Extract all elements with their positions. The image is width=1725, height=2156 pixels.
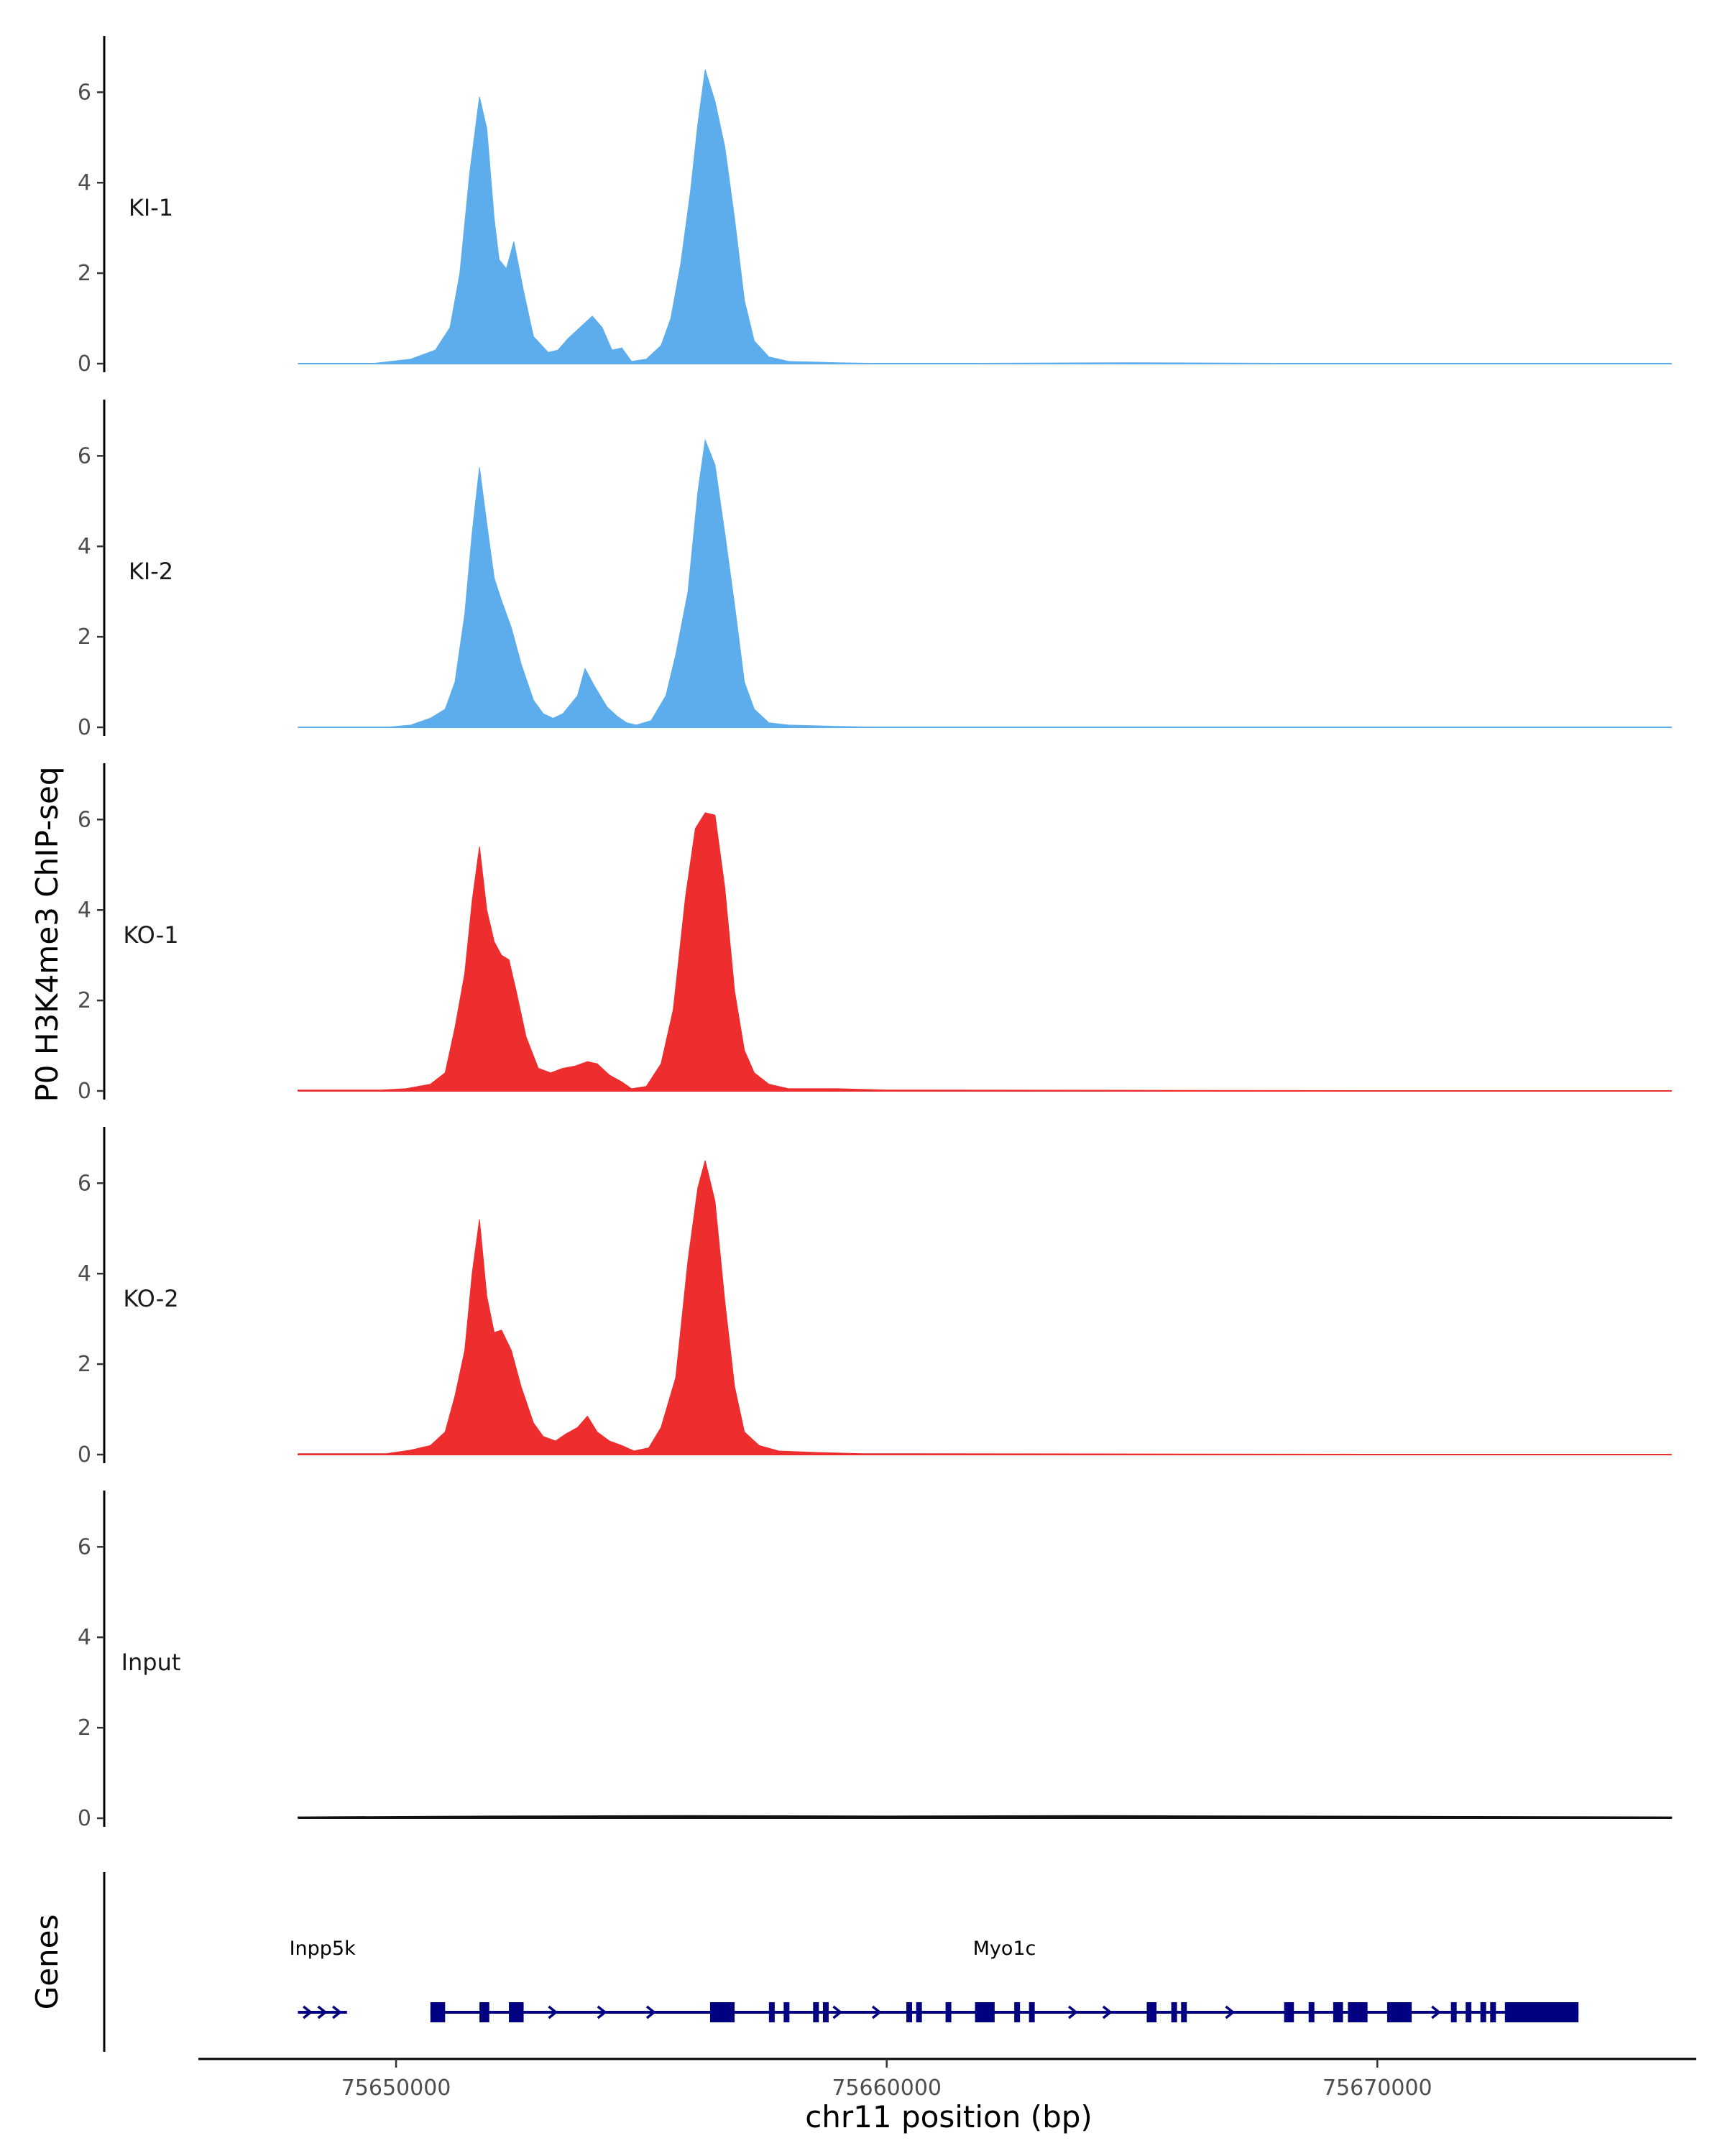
strand-arrow bbox=[548, 2005, 558, 2019]
exon bbox=[709, 2002, 735, 2022]
exon bbox=[1348, 2002, 1368, 2022]
track-input: 0 2 4 6 Input bbox=[78, 1491, 1673, 1831]
y-tick-label: 0 bbox=[78, 351, 91, 377]
exon bbox=[906, 2002, 912, 2022]
y-tick-label: 2 bbox=[78, 1715, 91, 1741]
strand-arrow bbox=[332, 2005, 342, 2019]
exon bbox=[822, 2002, 829, 2022]
x-tick-label: 75650000 bbox=[341, 2076, 451, 2101]
exon bbox=[813, 2002, 819, 2022]
y-tick-label: 0 bbox=[78, 1806, 91, 1831]
y-tick-label: 6 bbox=[78, 443, 91, 469]
strand-arrow bbox=[1225, 2005, 1236, 2019]
x-tick-label: 75660000 bbox=[832, 2076, 942, 2101]
exon bbox=[1029, 2002, 1035, 2022]
tracks-layer: 0 2 4 6 KI-1 0 2 4 6 KI-2 0 2 4 6 KO-1 0 2 4 6 KO-2 0 2 4 6 Inpu… bbox=[78, 36, 1673, 1831]
x-tick-label: 75670000 bbox=[1322, 2076, 1432, 2101]
exon bbox=[1284, 2002, 1294, 2022]
exon bbox=[1450, 2002, 1457, 2022]
track-ko-1: 0 2 4 6 KO-1 bbox=[78, 763, 1672, 1104]
gene-label-inpp5k: Inpp5k bbox=[290, 1938, 356, 1960]
exon bbox=[1466, 2002, 1472, 2022]
exon bbox=[1181, 2002, 1187, 2022]
strand-arrow bbox=[645, 2005, 656, 2019]
y-tick-label: 4 bbox=[78, 170, 91, 195]
y-tick-label: 0 bbox=[78, 1079, 91, 1104]
strand-arrow bbox=[317, 2005, 328, 2019]
strand-arrow bbox=[1102, 2005, 1113, 2019]
y-tick-label: 4 bbox=[78, 1261, 91, 1286]
strand-arrow bbox=[1067, 2005, 1078, 2019]
track-label: KI-1 bbox=[129, 194, 173, 221]
y-axis-title: P0 H3K4me3 ChIP-seq bbox=[29, 766, 65, 1102]
exon bbox=[1171, 2002, 1177, 2022]
y-tick-label: 2 bbox=[78, 261, 91, 286]
y-tick-label: 6 bbox=[78, 807, 91, 832]
genes-track-label: Genes bbox=[29, 1915, 65, 2010]
track-ko-2: 0 2 4 6 KO-2 bbox=[78, 1127, 1672, 1468]
strand-arrow bbox=[1431, 2005, 1442, 2019]
strand-arrow bbox=[597, 2005, 607, 2019]
y-tick-label: 4 bbox=[78, 898, 91, 923]
y-tick-label: 6 bbox=[78, 80, 91, 105]
strand-arrow bbox=[871, 2005, 882, 2019]
signal-area bbox=[298, 1160, 1672, 1455]
gene-label-myo1c: Myo1c bbox=[973, 1938, 1036, 1960]
y-tick-label: 4 bbox=[78, 534, 91, 559]
exon bbox=[430, 2002, 446, 2022]
track-ki-2: 0 2 4 6 KI-2 bbox=[78, 400, 1672, 740]
track-label: Input bbox=[121, 1649, 181, 1676]
track-label: KI-2 bbox=[129, 558, 173, 585]
genes-layer: Genes Inpp5k Myo1c bbox=[29, 1872, 1579, 2052]
x-axis-title: chr11 position (bp) bbox=[805, 2099, 1092, 2134]
exon bbox=[945, 2002, 952, 2022]
y-tick-label: 2 bbox=[78, 1352, 91, 1377]
exon bbox=[768, 2002, 775, 2022]
signal-area bbox=[298, 69, 1672, 364]
y-tick-label: 6 bbox=[78, 1171, 91, 1196]
exon bbox=[1308, 2002, 1315, 2022]
exon bbox=[1504, 2002, 1579, 2022]
strand-arrow bbox=[303, 2005, 313, 2019]
y-tick-label: 6 bbox=[78, 1534, 91, 1560]
exon bbox=[1146, 2002, 1157, 2022]
signal-area bbox=[298, 812, 1672, 1092]
y-tick-label: 4 bbox=[78, 1625, 91, 1650]
y-tick-label: 2 bbox=[78, 988, 91, 1013]
exon bbox=[509, 2002, 524, 2022]
y-tick-label: 0 bbox=[78, 1442, 91, 1468]
exon bbox=[479, 2002, 489, 2022]
signal-area bbox=[298, 438, 1672, 728]
exon bbox=[1480, 2002, 1486, 2022]
x-axis: 75650000 75660000 75670000 bbox=[198, 2058, 1696, 2101]
track-ki-1: 0 2 4 6 KI-1 bbox=[78, 36, 1672, 377]
strand-arrow bbox=[832, 2005, 843, 2019]
track-label: KO-1 bbox=[123, 921, 178, 949]
exon bbox=[916, 2002, 922, 2022]
track-label: KO-2 bbox=[123, 1285, 178, 1312]
exon bbox=[1333, 2002, 1343, 2022]
exon bbox=[783, 2002, 790, 2022]
exon bbox=[1014, 2002, 1021, 2022]
exon bbox=[1490, 2002, 1496, 2022]
y-tick-label: 0 bbox=[78, 715, 91, 740]
exon bbox=[975, 2002, 995, 2022]
y-tick-label: 2 bbox=[78, 625, 91, 650]
exon bbox=[1386, 2002, 1412, 2022]
